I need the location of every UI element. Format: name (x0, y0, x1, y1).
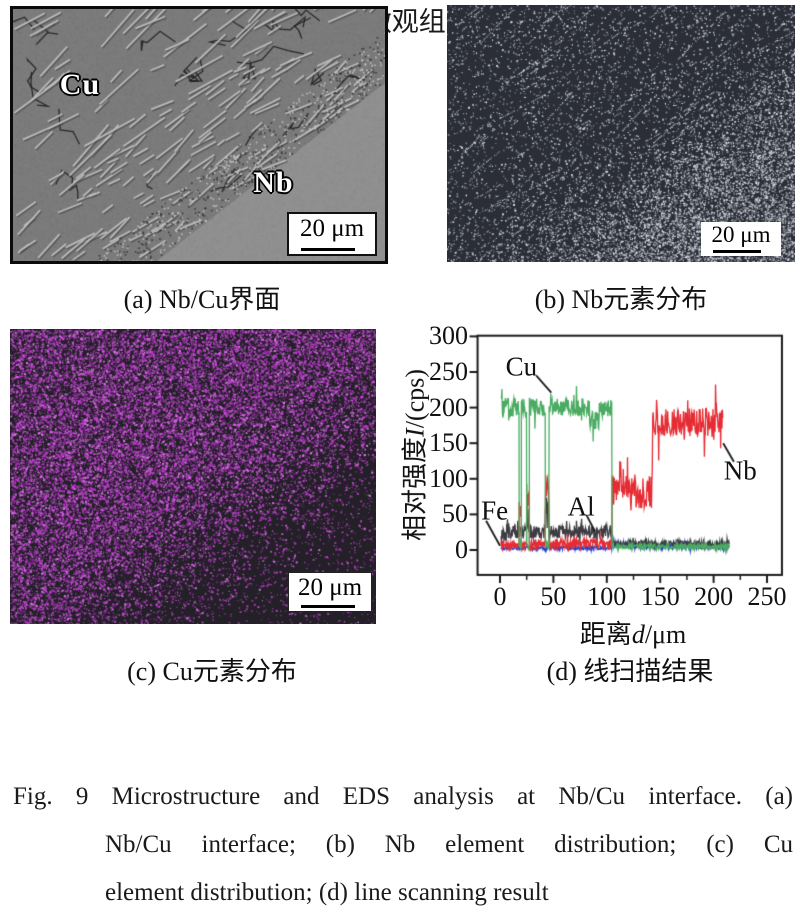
x-tick-label: 50 (540, 581, 567, 611)
figure-caption-en-line-2: Nb/Cu interface; (b) Nb element distribu… (105, 831, 793, 858)
x-tick-label: 0 (493, 581, 507, 611)
y-tick-label: 50 (442, 499, 468, 529)
panel-a-caption: (a) Nb/Cu界面 (123, 285, 281, 314)
y-tick-label: 200 (429, 392, 468, 422)
scale-bar-a: 20 μm (287, 212, 377, 256)
panel-c-caption: (c) Cu元素分布 (127, 657, 297, 686)
series-annotation-fe: Fe (481, 495, 509, 526)
nb-eds-map-canvas (447, 5, 795, 262)
scale-bar-text: 20 μm (711, 222, 771, 247)
y-tick-label: 100 (429, 463, 468, 493)
x-tick-label: 250 (747, 581, 787, 611)
figure-caption-en-line-1: Fig. 9 Microstructure and EDS analysis a… (13, 783, 793, 810)
y-tick-label: 300 (429, 321, 468, 351)
scale-bar-text: 20 μm (299, 215, 365, 242)
scale-bar-line (301, 248, 355, 251)
line-scan-plot-canvas (400, 320, 803, 650)
scale-bar-b: 20 μm (701, 222, 781, 256)
scale-bar-c: 20 μm (288, 572, 372, 612)
scale-bar-line (713, 250, 761, 253)
y-tick-label: 0 (455, 535, 468, 564)
series-annotation-cu: Cu (505, 351, 538, 382)
x-tick-label: 150 (640, 581, 680, 611)
y-tick-label: 150 (429, 428, 468, 458)
panel-a-micrograph: Cu Nb 20 μm (10, 6, 388, 264)
panel-b-nb-eds-map: 20 μm (447, 5, 795, 262)
region-label-nb: Nb (253, 165, 294, 199)
panel-d-caption: (d) 线扫描结果 (546, 657, 714, 686)
x-tick-label: 200 (694, 581, 734, 611)
region-label-cu: Cu (59, 67, 101, 101)
series-annotation-nb: Nb (723, 455, 757, 486)
x-tick-label: 100 (587, 581, 627, 611)
panel-c-cu-eds-map: 20 μm (10, 329, 376, 624)
y-tick-label: 250 (429, 357, 468, 386)
figure-caption-en-line-3: element distribution; (d) line scanning … (105, 879, 549, 906)
scale-bar-line (301, 605, 355, 608)
panel-d-line-scan-chart: 相对强度I/(cps) 距离d/μm 0 50 100 150 200 250 300 0 50… (400, 320, 803, 650)
series-annotation-al: Al (567, 491, 595, 522)
scale-bar-text: 20 μm (297, 574, 363, 601)
panel-b-caption: (b) Nb元素分布 (534, 285, 708, 314)
x-axis-label: 距离d/μm (579, 620, 687, 649)
